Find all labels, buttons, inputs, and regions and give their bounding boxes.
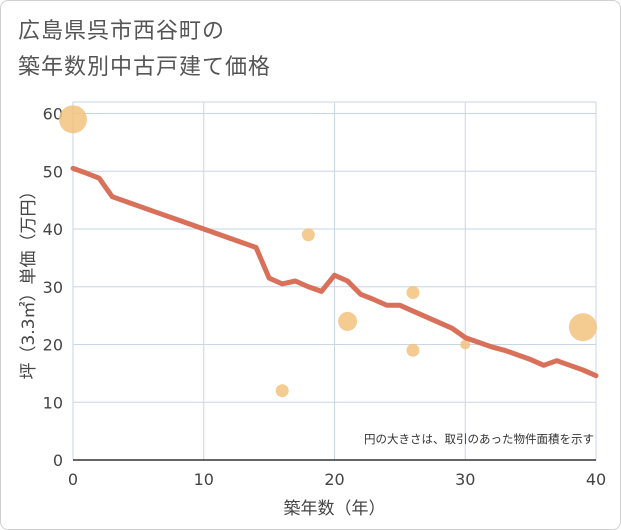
chart-title: 広島県呉市西谷町の 築年数別中古戸建て価格: [18, 14, 271, 86]
y-tick-label: 40: [43, 220, 63, 239]
scatter-point: [338, 311, 358, 331]
x-tick-label: 20: [324, 470, 344, 489]
x-tick-label: 0: [68, 470, 78, 489]
scatter-point: [460, 339, 471, 350]
trend-line: [70, 165, 599, 379]
title-line-1: 広島県呉市西谷町の: [18, 19, 226, 44]
scatter-point: [406, 286, 420, 300]
scatter-point: [275, 384, 289, 398]
x-tick-label: 30: [455, 470, 475, 489]
y-tick-label: 60: [43, 105, 63, 124]
y-tick-label: 10: [43, 393, 63, 412]
scatter-point: [406, 343, 420, 357]
scatter-point: [301, 228, 315, 242]
y-tick-label: 50: [43, 162, 63, 181]
y-tick-label: 0: [53, 451, 63, 470]
y-tick-label: 30: [43, 278, 63, 297]
y-tick-label: 20: [43, 336, 63, 355]
scatter-point: [568, 313, 597, 342]
y-axis-title: 坪（3.3㎡）単価（万円）: [19, 182, 39, 379]
x-tick-label: 40: [586, 470, 606, 489]
scatter-point: [59, 105, 87, 134]
size-note: 円の大きさは、取引のあった物件面積を示す: [364, 432, 594, 446]
x-tick-label: 10: [194, 470, 214, 489]
title-line-2: 築年数別中古戸建て価格: [18, 55, 272, 80]
x-axis-title: 築年数（年）: [284, 499, 386, 519]
